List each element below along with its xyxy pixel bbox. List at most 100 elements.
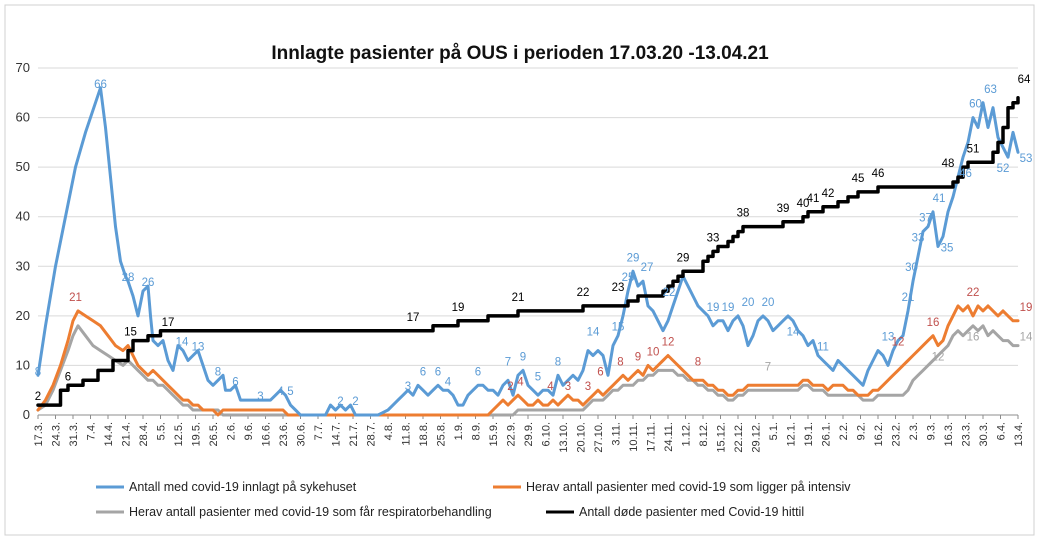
data-label: 21 [69,292,82,304]
data-label: 48 [942,158,955,170]
x-tick-label: 21.4. [121,422,133,446]
legend-label: Antall døde pasienter med Covid-19 hitti… [579,505,804,519]
data-label: 19 [1020,302,1033,314]
data-label: 12 [892,337,905,349]
data-label: 12 [932,351,945,363]
x-tick-label: 11.8. [401,422,413,446]
data-label: 53 [1020,153,1033,165]
x-tick-label: 6.10. [541,422,553,446]
data-label: 29 [677,252,690,264]
x-tick-label: 2.3. [908,422,920,440]
data-label: 14 [1020,332,1033,344]
x-tick-label: 19.5. [191,422,203,446]
x-tick-label: 13.4. [1013,422,1025,446]
data-label: 13 [192,342,205,354]
x-tick-label: 19.1. [803,422,815,446]
x-tick-label: 5.1. [768,422,780,440]
x-tick-label: 2.2. [838,422,850,440]
data-label: 35 [941,242,954,254]
x-tick-label: 5.5. [156,422,168,440]
x-tick-label: 3.11. [611,422,623,446]
x-tick-label: 8.9. [471,422,483,440]
x-tick-label: 15.9. [488,422,500,446]
data-label: 28 [122,272,135,284]
data-label: 37 [919,213,932,225]
x-tick-label: 17.11. [646,422,658,452]
series-line-0 [36,86,1020,417]
data-label: 25 [622,272,635,284]
data-label: 20 [762,297,775,309]
data-label: 19 [452,302,465,314]
x-tick-label: 10.11. [628,422,640,452]
y-tick-label: 60 [16,110,30,125]
data-label: 22 [663,287,676,299]
data-label: 3 [585,381,591,393]
x-tick-label: 30.6. [296,422,308,446]
data-label: 8 [215,366,221,378]
chart-title: Innlagte pasienter på OUS i perioden 17.… [271,43,769,64]
x-tick-label: 24.11. [663,422,675,452]
chart-frame [4,4,1035,536]
x-axis-ticks: 17.3. 24.3. 31.3. 7.4. 14.4. 21.4. 28.4. 5.5. 12… [33,415,1025,453]
series-line-2 [36,324,1020,417]
x-tick-label: 26.1. [821,422,833,446]
data-label: 7 [765,361,771,373]
x-tick-label: 17.3. [33,422,45,446]
data-label: 45 [852,173,865,185]
data-label: 14 [787,327,800,339]
data-label: 63 [984,84,997,96]
data-label: 52 [997,163,1010,175]
series-line-3 [36,95,1020,407]
data-label: 29 [627,252,640,264]
data-label: 21 [902,292,915,304]
data-label: 16 [927,317,940,329]
x-tick-label: 30.3. [978,422,990,446]
y-tick-label: 10 [16,357,30,372]
y-axis-ticks: 0 10 20 30 40 50 60 70 [16,60,30,422]
data-label: 3 [565,381,571,393]
data-label: 14 [587,327,600,339]
data-label: 23 [612,282,625,294]
y-tick-label: 30 [16,258,30,273]
x-tick-label: 18.8. [418,422,430,446]
x-tick-label: 14.7. [331,422,343,446]
data-label: 9 [520,351,526,363]
x-tick-label: 15.12. [716,422,728,453]
legend-label: Antall med covid-19 innlagt på sykehuset [129,480,357,494]
data-label: 8 [695,356,701,368]
data-label: 3 [405,381,411,393]
legend-label: Herav antall pasienter med covid-19 som … [129,505,492,519]
data-label: 12 [662,337,675,349]
x-tick-label: 7.4. [86,422,98,440]
data-label: 11 [817,342,829,354]
x-tick-label: 23.3. [961,422,973,446]
grid [38,67,1018,416]
x-tick-label: 9.3. [926,422,938,440]
legend-label: Herav antall pasienter med covid-19 som … [526,480,851,494]
data-label: 33 [912,233,925,245]
data-label: 40 [797,198,810,210]
data-label: 8 [617,356,623,368]
data-label: 30 [905,262,918,274]
data-label: 46 [959,168,972,180]
data-label: 6 [475,366,481,378]
data-label: 41 [933,193,946,205]
x-tick-label: 4.8. [383,422,395,440]
data-label: 4 [517,376,524,388]
data-label: 19 [722,302,735,314]
x-tick-label: 21.7. [348,422,360,446]
data-label: 38 [737,208,750,220]
data-label: 19 [707,302,720,314]
data-label: 51 [967,143,980,155]
data-label: 8 [555,356,561,368]
x-tick-label: 16.3. [943,422,955,446]
data-label: 9 [635,351,641,363]
x-tick-label: 2.6. [226,422,238,440]
data-label: 5 [287,386,293,398]
data-label: 20 [742,297,755,309]
data-label: 4 [547,381,554,393]
x-tick-label: 1.12. [681,422,693,446]
data-label: 2 [35,391,41,403]
data-label: 4 [445,376,452,388]
x-tick-label: 28.7. [366,422,378,446]
